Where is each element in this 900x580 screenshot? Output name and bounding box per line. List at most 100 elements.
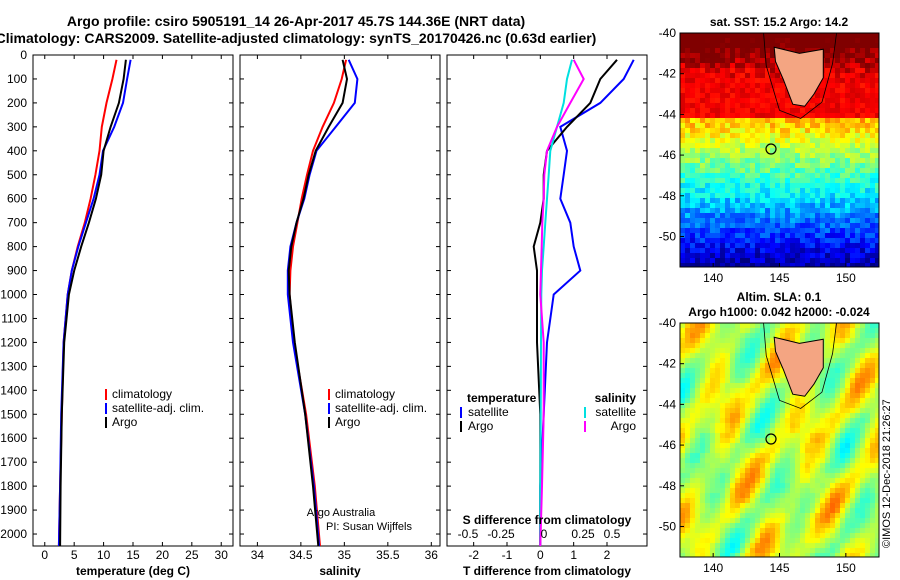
depth-tick-label: 1100 <box>1 311 27 325</box>
x-tick-label: 35.5 <box>376 548 400 562</box>
x-tick-label: 1 <box>570 548 577 562</box>
series-line-salinity-satellite <box>539 59 573 546</box>
argo-float-marker <box>765 143 777 155</box>
depth-tick-label: 1900 <box>0 503 27 517</box>
depth-tick-label: 1600 <box>0 431 27 445</box>
x-tick-label: 0 <box>41 548 48 562</box>
x-tick-label: -1 <box>502 548 513 562</box>
depth-tick-label: 1700 <box>0 455 27 469</box>
legend-label: climatology <box>335 387 395 401</box>
credit-argo-australia: Argo Australia <box>307 507 376 519</box>
x-tick-label: 34 <box>251 548 265 562</box>
legend-label: Argo <box>611 419 637 433</box>
x-tick-label: 35 <box>338 548 352 562</box>
depth-tick-label: 1300 <box>0 359 27 373</box>
depth-tick-label: 1000 <box>0 288 27 302</box>
depth-tick-label: 900 <box>7 264 27 278</box>
legend-label: satellite-adj. clim. <box>335 401 427 415</box>
x-tick-label: 20 <box>156 548 170 562</box>
figure-title-line1: Argo profile: csiro 5905191_14 26-Apr-20… <box>67 13 525 29</box>
temperature-panel: 0 5 10 15 20 25 30 temperature (deg C) climatolo… <box>32 54 234 578</box>
x-axis-label: temperature (deg C) <box>76 564 190 578</box>
x2-axis-label: S difference from climatology <box>463 513 632 527</box>
depth-tick-label: 400 <box>7 144 27 158</box>
map-x-tick-label: 140 <box>703 561 723 575</box>
map-y-tick-label: -48 <box>659 189 677 203</box>
x-tick-label: 34.5 <box>289 548 313 562</box>
map-x-tick-label: 150 <box>836 561 856 575</box>
map-x-tick-label: 145 <box>769 271 789 285</box>
series-line-satellite-adj-clim- <box>57 59 132 546</box>
x-tick-label: 2 <box>604 548 611 562</box>
x-axis-label: T difference from climatology <box>463 564 631 578</box>
isobath-contour <box>763 32 837 119</box>
map-y-tick-label: -40 <box>659 316 677 330</box>
x-tick-label: 0 <box>537 548 544 562</box>
depth-tick-label: 2000 <box>0 527 27 541</box>
sst-map-title: sat. SST: 15.2 Argo: 14.2 <box>710 15 849 29</box>
x2-tick-label: 0 <box>541 527 548 541</box>
x-tick-label: 25 <box>185 548 199 562</box>
map-y-tick-label: -44 <box>659 107 677 121</box>
legend-label: Argo <box>335 415 361 429</box>
series-line-climatology <box>288 59 348 546</box>
legend-label: salinity <box>595 391 637 405</box>
x-axis-label: salinity <box>319 564 361 578</box>
map-x-tick-label: 140 <box>703 271 723 285</box>
x-tick-label: 10 <box>97 548 111 562</box>
depth-tick-label: 1200 <box>0 335 27 349</box>
x-tick-label: 36 <box>425 548 439 562</box>
depth-tick-label: 1500 <box>0 407 27 421</box>
x2-tick-label: 0.25 <box>571 527 595 541</box>
map-y-tick-label: -50 <box>659 229 677 243</box>
map-y-tick-label: -44 <box>659 397 677 411</box>
series-line-temperature-argo <box>532 59 618 546</box>
tasmania-landmass <box>773 336 824 397</box>
depth-tick-label: 500 <box>7 168 27 182</box>
legend-label: climatology <box>112 387 172 401</box>
series-lines <box>286 59 359 546</box>
map-x-tick-label: 150 <box>836 271 856 285</box>
map-y-tick-label: -46 <box>659 438 677 452</box>
map-y-tick-label: -46 <box>659 148 677 162</box>
series-line-argo <box>287 59 349 546</box>
x-tick-label: 15 <box>126 548 140 562</box>
depth-tick-label: 1800 <box>0 479 27 493</box>
sla-map-panel: -40 -42 -44 -46 -48 -50 140 145 150 Altim. SLA: 0… <box>659 290 880 575</box>
depth-tick-label: 0 <box>20 48 27 62</box>
legend-label: temperature <box>467 391 537 405</box>
argo-float-marker <box>765 433 777 445</box>
legend-label: satellite <box>595 405 636 419</box>
depth-tick-label: 800 <box>7 240 27 254</box>
credit-pi: PI: Susan Wijffels <box>326 521 412 533</box>
series-lines <box>57 59 132 546</box>
x-tick-label: 5 <box>71 548 78 562</box>
x2-tick-label: -0.25 <box>487 527 515 541</box>
legend-label: satellite-adj. clim. <box>112 401 204 415</box>
legend-label: Argo <box>112 415 138 429</box>
difference-panel: -2 -1 0 1 2 T difference from climatology -0.5… <box>446 54 648 578</box>
sst-map-panel: -40 -42 -44 -46 -48 -50 140 145 150 sat. SST: 15.… <box>659 15 880 285</box>
x-tick-label: -2 <box>468 548 479 562</box>
map-y-tick-label: -40 <box>659 26 677 40</box>
map-y-tick-label: -48 <box>659 479 677 493</box>
series-line-argo <box>59 59 127 546</box>
sla-map-title: Altim. SLA: 0.1 <box>737 290 822 304</box>
depth-tick-label: 300 <box>7 120 27 134</box>
x2-tick-label: 0.5 <box>604 527 621 541</box>
map-y-tick-label: -42 <box>659 67 677 81</box>
depth-axis: 0 100 200 300 400 500 600 700 800 900 1000 1100 1200… <box>0 48 27 541</box>
figure-title-line2: Climatology: CARS2009. Satellite-adjuste… <box>0 30 596 46</box>
series-line-salinity-argo <box>539 59 585 546</box>
imos-credit: ©IMOS 12-Dec-2018 21:26:27 <box>881 399 893 548</box>
legend-label: satellite <box>468 405 509 419</box>
sla-map-subtitle: Argo h1000: 0.042 h2000: -0.024 <box>688 305 870 319</box>
depth-tick-label: 1400 <box>0 383 27 397</box>
depth-tick-label: 100 <box>7 72 27 86</box>
depth-tick-label: 200 <box>7 96 27 110</box>
map-x-tick-label: 145 <box>769 561 789 575</box>
depth-tick-label: 600 <box>7 192 27 206</box>
salinity-panel: 34 34.5 35 35.5 36 salinity climatologysatelli… <box>239 54 441 578</box>
series-lines <box>532 59 635 546</box>
